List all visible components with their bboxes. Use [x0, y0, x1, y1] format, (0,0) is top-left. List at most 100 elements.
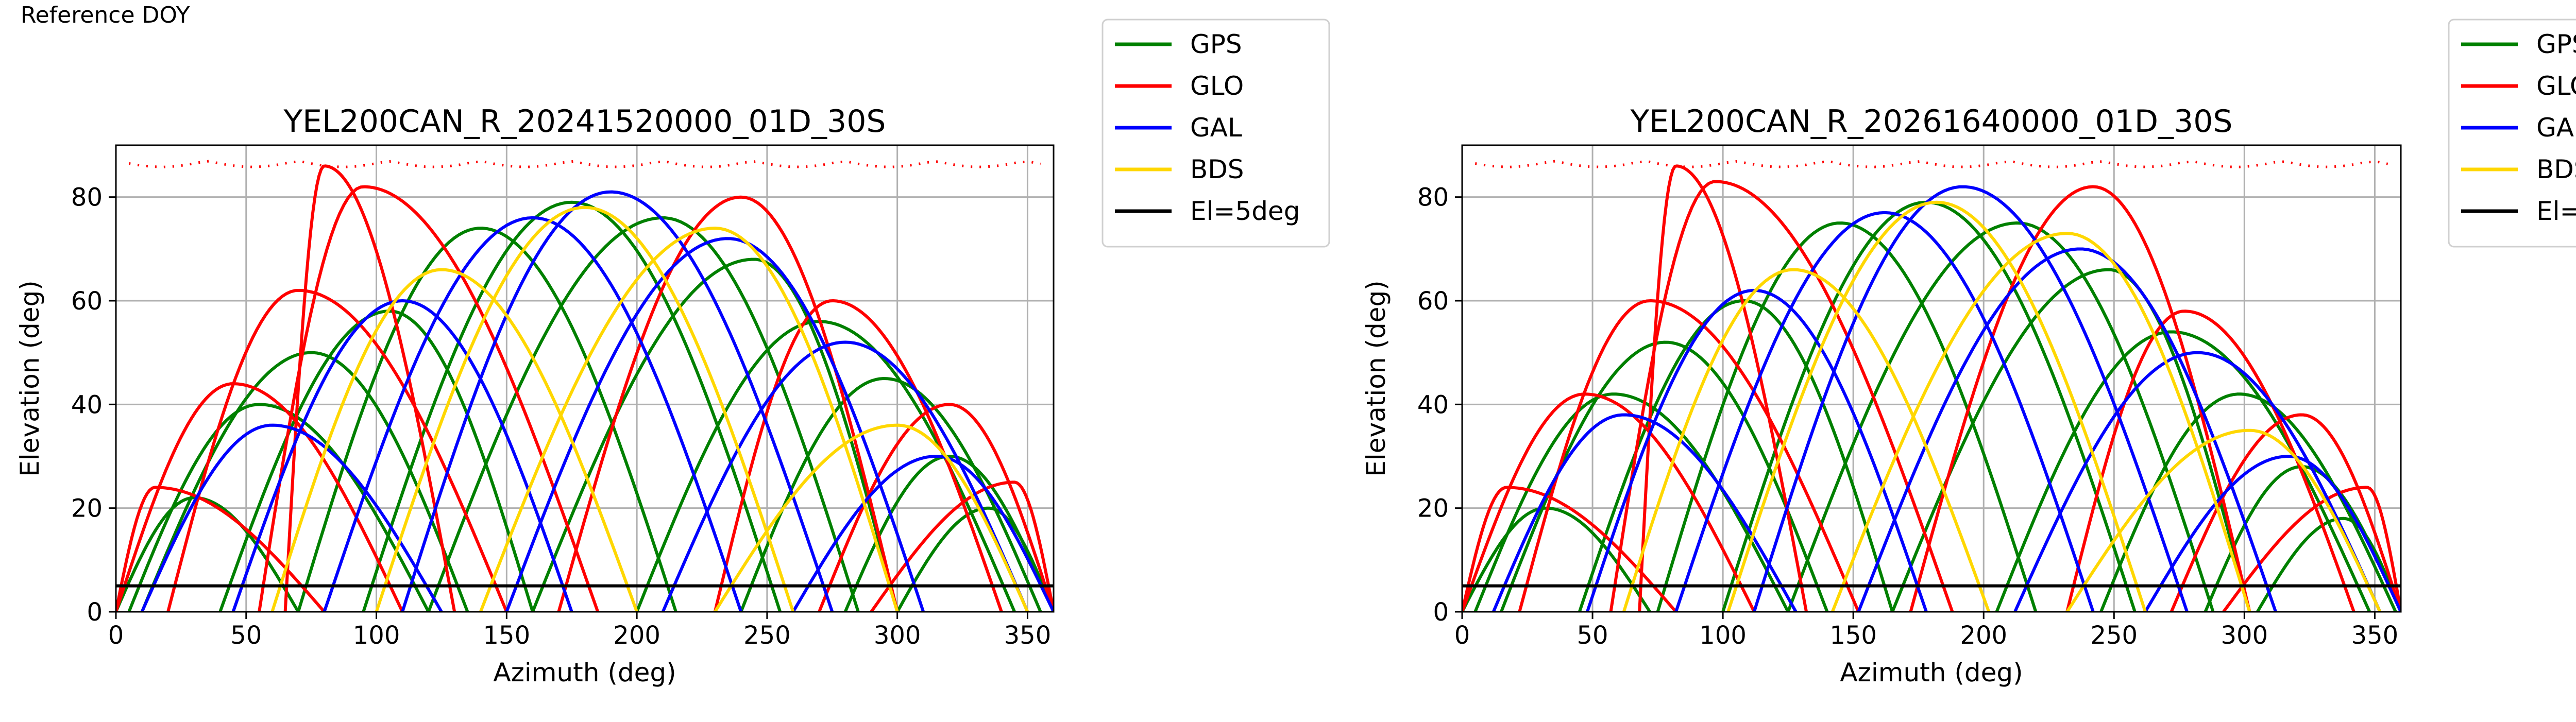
- legend-label-5: El=5deg: [1190, 196, 1300, 226]
- legend-label-3: GAL: [2536, 113, 2576, 143]
- arc-gps-2: [140, 351, 469, 612]
- axes-frame: [1461, 144, 2402, 613]
- series-gal: [140, 190, 1054, 612]
- x-tick-label: 50: [1577, 621, 1608, 650]
- x-tick-label: 100: [1699, 621, 1747, 650]
- arc-gal-5: [505, 237, 925, 612]
- arc-gal-4: [401, 190, 834, 612]
- chart-title: YEL200CAN_R_20261640000_01D_30S: [1630, 104, 2233, 140]
- legend: GPS GLO GAL BDS El=5deg: [2448, 19, 2576, 248]
- arc-gal-3: [1674, 211, 2095, 612]
- arc-gps-3: [218, 310, 534, 612]
- y-tick-label: 20: [71, 494, 103, 523]
- arc-gal-5: [1857, 247, 2277, 612]
- x-axis-label: Azimuth (deg): [493, 658, 676, 687]
- legend-label-4: BDS: [1190, 154, 1244, 184]
- arc-gal-6: [661, 340, 1029, 612]
- arc-glo-8: [2170, 413, 2401, 612]
- legend-label-5: El=5deg: [2536, 196, 2576, 226]
- arc-bds-1: [1622, 268, 1991, 612]
- y-axis-label: Elevation (deg): [1361, 280, 1391, 476]
- arc-glo-3: [166, 288, 509, 612]
- arc-gps-6: [1786, 221, 2215, 612]
- arc-gal-3: [323, 216, 743, 612]
- series-bds: [270, 205, 1029, 612]
- arc-gps-1: [127, 403, 430, 612]
- arc-gal-7: [791, 455, 1054, 612]
- arc-glo-6: [557, 195, 899, 612]
- x-tick-label: 200: [1960, 621, 2007, 650]
- arc-glo-5: [1638, 164, 1808, 612]
- arc-glo-1: [116, 382, 404, 612]
- x-tick-label: 0: [1454, 621, 1470, 650]
- plot-area: [116, 160, 1054, 612]
- arc-glo-7: [2065, 310, 2355, 612]
- arc-gps-5: [362, 200, 782, 612]
- legend-frame: [2448, 19, 2576, 248]
- x-tick-label: 300: [874, 621, 921, 650]
- legend-label-4: BDS: [2536, 154, 2576, 184]
- x-tick-label: 150: [1829, 621, 1877, 650]
- legend-label-1: GPS: [2536, 29, 2576, 59]
- arc-glo-10: [128, 160, 1041, 168]
- arc-bds-3: [1831, 232, 2251, 612]
- arc-gal-6: [2013, 351, 2382, 612]
- legend-label-2: GLO: [2536, 71, 2576, 101]
- arc-gps-3: [1578, 299, 1894, 612]
- arc-glo-8: [818, 403, 1054, 612]
- axes-frame: [115, 144, 1055, 613]
- x-tick-label: 250: [2090, 621, 2138, 650]
- arc-gps-7: [531, 257, 899, 612]
- arc-glo-9: [870, 480, 1054, 612]
- arc-bds-1: [270, 268, 638, 612]
- x-tick-label: 350: [2351, 621, 2399, 650]
- y-tick-label: 40: [1417, 390, 1449, 419]
- arc-gps-2: [1500, 340, 1829, 612]
- arc-glo-10: [1475, 160, 2388, 168]
- x-tick-label: 100: [353, 621, 400, 650]
- x-tick-label: 0: [108, 621, 124, 650]
- y-tick-label: 60: [1417, 287, 1449, 316]
- x-tick-label: 250: [743, 621, 791, 650]
- arc-gal-1: [140, 423, 443, 612]
- y-tick-label: 0: [87, 598, 103, 627]
- reference-doy-label: Reference DOY: [21, 2, 190, 28]
- arc-glo-7: [713, 299, 1003, 612]
- chart-panel-1: 0 50 100 150 200 250 300 350 0 20 40 60 80 YEL200CAN_…: [15, 19, 1330, 687]
- y-tick-label: 40: [71, 390, 103, 419]
- arc-bds-2: [1726, 200, 2147, 612]
- arc-gps-12: [896, 506, 1054, 612]
- series-gps: [116, 200, 1054, 612]
- x-tick-label: 200: [613, 621, 660, 650]
- arc-bds-4: [2065, 428, 2382, 612]
- legend-label-3: GAL: [1190, 113, 1242, 143]
- legend-frame: [1101, 19, 1330, 248]
- arc-glo-4: [258, 185, 600, 612]
- arc-gps-6: [427, 216, 860, 612]
- arc-glo-9: [2222, 486, 2401, 612]
- arc-gal-4: [1752, 185, 2189, 612]
- x-tick-label: 300: [2221, 621, 2268, 650]
- plot-area: [1462, 160, 2401, 612]
- arc-gps-4: [1656, 221, 2038, 612]
- y-tick-label: 60: [71, 287, 103, 316]
- arc-glo-1: [1462, 392, 1756, 612]
- arc-bds-4: [714, 423, 1029, 612]
- series-gal: [1492, 185, 2401, 612]
- arc-gps-12: [2256, 517, 2401, 612]
- arc-gal-2: [231, 299, 573, 612]
- arc-glo-2: [116, 486, 326, 612]
- arc-bds-3: [479, 227, 899, 612]
- arc-bds-2: [375, 205, 795, 612]
- chart-title: YEL200CAN_R_20241520000_01D_30S: [283, 104, 886, 140]
- x-tick-label: 50: [230, 621, 262, 650]
- y-axis-label: Elevation (deg): [15, 280, 45, 476]
- arc-gps-8: [1995, 330, 2371, 612]
- arc-gal-1: [1492, 413, 1798, 612]
- y-tick-label: 0: [1433, 598, 1449, 627]
- legend: GPS GLO GAL BDS El=5deg: [1101, 19, 1330, 248]
- legend-label-2: GLO: [1190, 71, 1244, 101]
- x-tick-label: 350: [1004, 621, 1052, 650]
- chart-panel-2: 0 50 100 150 200 250 300 350 0 20 40 60 80 YEL200CAN_…: [1361, 19, 2576, 687]
